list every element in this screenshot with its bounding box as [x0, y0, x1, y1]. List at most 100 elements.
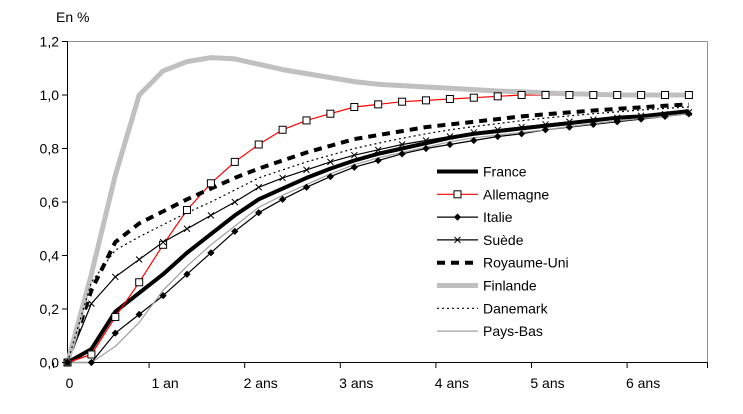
x-tick-label: 4 ans — [435, 375, 469, 391]
series-marker-italie — [613, 118, 621, 126]
series-marker-allemagne — [206, 179, 215, 188]
x-tick-label: 1 an — [151, 375, 178, 391]
series-marker-italie — [87, 358, 95, 367]
series-marker-italie — [231, 227, 239, 236]
y-tick-label: 0,8 — [40, 141, 60, 157]
series-marker-suede — [637, 112, 645, 120]
legend-label-royaume-uni: Royaume-Uni — [483, 255, 569, 271]
series-marker-suede — [589, 116, 597, 123]
series-marker-allemagne — [135, 278, 144, 287]
legend-label-pays-bas: Pays-Bas — [483, 323, 543, 339]
series-marker-allemagne — [111, 313, 120, 322]
series-marker-allemagne — [445, 95, 454, 104]
series-marker-italie — [255, 209, 263, 217]
series-marker-allemagne — [517, 91, 526, 99]
series-line-royaume-uni — [65, 102, 690, 364]
legend-marker-suede — [454, 236, 461, 244]
series-marker-allemagne — [159, 240, 168, 249]
series-marker-italie — [207, 249, 215, 257]
legend-label-danemark: Danemark — [483, 300, 549, 316]
series-marker-suede — [566, 118, 573, 126]
series-marker-italie — [470, 136, 478, 145]
series-marker-suede — [207, 212, 215, 219]
series-marker-italie — [494, 132, 502, 141]
chart-title: En % — [56, 9, 89, 25]
series-marker-allemagne — [493, 92, 502, 101]
series-marker-italie — [183, 270, 191, 278]
series-marker-allemagne — [637, 91, 646, 99]
series-marker-suede — [494, 126, 502, 134]
legend-label-italie: Italie — [483, 209, 513, 225]
series-marker-allemagne — [565, 91, 574, 99]
x-tick-label: 5 ans — [530, 375, 564, 391]
series-marker-suede — [518, 123, 525, 131]
legend-item-france: France — [437, 164, 527, 180]
series-marker-italie — [565, 123, 573, 131]
series-marker-allemagne — [541, 91, 550, 99]
legend-item-pays-bas: Pays-Bas — [437, 323, 543, 339]
y-tick-label: 1,0 — [40, 87, 60, 103]
series-marker-suede — [398, 141, 406, 148]
series-marker-suede — [303, 166, 310, 174]
series-marker-italie — [279, 195, 287, 203]
series-marker-allemagne — [684, 91, 693, 99]
series-marker-italie — [398, 150, 406, 158]
series-marker-italie — [685, 110, 693, 118]
series-marker-italie — [446, 140, 454, 149]
series-marker-suede — [374, 146, 382, 154]
series-marker-allemagne — [422, 96, 430, 105]
legend-item-italie: Italie — [437, 209, 513, 225]
y-tick-label: 0,6 — [40, 194, 60, 210]
series-marker-allemagne — [589, 91, 598, 99]
series-marker-suede — [446, 133, 454, 140]
series-marker-allemagne — [374, 100, 383, 109]
series-marker-suede — [350, 151, 358, 159]
series-marker-italie — [135, 310, 143, 318]
legend-label-allemagne: Allemagne — [483, 186, 549, 202]
series-marker-allemagne — [230, 157, 239, 166]
series-marker-suede — [542, 121, 549, 128]
series-marker-allemagne — [278, 125, 287, 134]
legend-item-royaume-uni: Royaume-Uni — [437, 255, 569, 271]
series-marker-italie — [661, 112, 669, 120]
series-marker-italie — [589, 120, 597, 129]
legend-item-suede: Suède — [437, 232, 524, 248]
series-marker-italie — [422, 144, 430, 153]
series-marker-allemagne — [302, 116, 311, 125]
series-marker-suede — [327, 158, 334, 166]
series-marker-allemagne — [661, 91, 669, 99]
series-marker-suede — [661, 110, 669, 118]
series-marker-italie — [518, 130, 526, 138]
legend-item-danemark: Danemark — [437, 300, 549, 316]
series-marker-allemagne — [183, 206, 191, 215]
series-marker-suede — [64, 359, 71, 366]
y-tick-label: 0,4 — [40, 248, 60, 264]
x-tick-label: 2 ans — [244, 375, 278, 391]
series-marker-italie — [374, 156, 382, 165]
series-marker-suede — [685, 109, 693, 116]
series-marker-suede — [111, 273, 119, 281]
series-line-france — [66, 109, 690, 365]
series-marker-italie — [350, 163, 358, 171]
x-tick-label: 3 ans — [339, 375, 373, 391]
series-marker-suede — [183, 225, 191, 233]
series-marker-suede — [255, 183, 263, 191]
series-marker-suede — [231, 198, 239, 206]
y-tick-label: 1,2 — [40, 34, 60, 50]
series-marker-allemagne — [613, 91, 622, 99]
legend-label-finlande: Finlande — [483, 278, 537, 294]
series-marker-suede — [613, 114, 621, 122]
series-marker-italie — [159, 292, 167, 300]
series-marker-suede — [135, 256, 143, 263]
series-marker-italie — [541, 126, 550, 134]
series-marker-suede — [279, 174, 286, 182]
series-marker-italie — [111, 329, 119, 337]
series-marker-allemagne — [469, 93, 478, 102]
legend-marker-allemagne — [453, 190, 462, 199]
legend-label-france: France — [483, 164, 527, 180]
series-line-danemark — [66, 106, 689, 363]
series-line-italie — [67, 113, 689, 364]
legend-item-finlande: Finlande — [437, 278, 537, 294]
